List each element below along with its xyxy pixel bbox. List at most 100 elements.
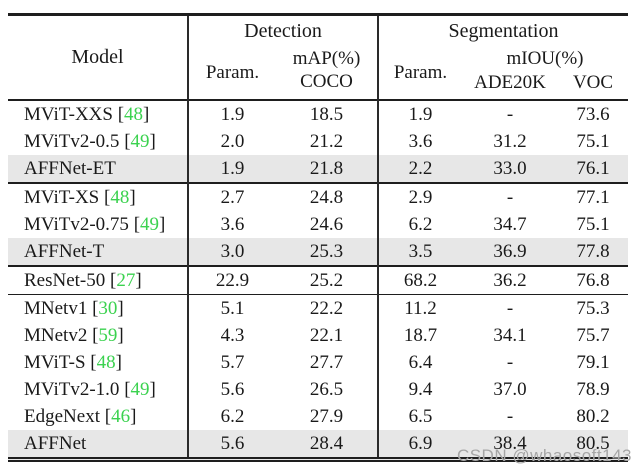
seg-param-cell: 1.9 bbox=[377, 100, 462, 128]
model-cell: AFFNet-T bbox=[8, 238, 188, 266]
model-cell: AFFNet-ET bbox=[8, 155, 188, 183]
citation-number: 49 bbox=[140, 213, 160, 235]
ade20k-cell: - bbox=[506, 297, 514, 319]
model-name: MNetv2 bbox=[24, 324, 88, 346]
citation-open-bracket: [ bbox=[90, 351, 97, 373]
ade20k-cell: 31.2 bbox=[493, 130, 527, 152]
citation-number: 30 bbox=[98, 297, 118, 319]
ade20k-cell: 34.7 bbox=[493, 213, 527, 235]
model-name: AFFNet-T bbox=[24, 240, 105, 262]
model-name: AFFNet-ET bbox=[24, 157, 116, 179]
model-cell: EdgeNext [46] bbox=[8, 403, 188, 430]
header-model: Model bbox=[71, 46, 124, 68]
det-map-coco-cell: 25.2 bbox=[309, 269, 344, 291]
voc-cell: 75.1 bbox=[576, 213, 610, 235]
det-map-coco-cell: 18.5 bbox=[309, 103, 344, 125]
citation-close-bracket: ] bbox=[149, 130, 156, 152]
det-param-cell: 2.0 bbox=[187, 128, 276, 155]
voc-cell: 80.5 bbox=[558, 430, 628, 460]
citation-open-bracket: [ bbox=[124, 378, 131, 400]
det-param-cell: 1.9 bbox=[187, 100, 276, 128]
seg-param-cell: 11.2 bbox=[377, 294, 462, 322]
model-cell: AFFNet bbox=[8, 430, 188, 460]
table-row: MViT-S [48] 5.7 27.7 6.4-79.1 bbox=[8, 349, 628, 376]
model-name: MViTv2-0.5 bbox=[24, 130, 120, 152]
table-row: MViTv2-0.5 [49] 2.0 21.2 3.6 31.2 75.1 bbox=[8, 128, 628, 155]
table-row: MNetv2 [59] 4.3 22.1 18.7 34.1 75.7 bbox=[8, 322, 628, 349]
citation-number: 27 bbox=[116, 269, 136, 291]
det-map-coco-cell: 24.8 bbox=[309, 186, 344, 208]
ade20k-cell: 36.2 bbox=[493, 269, 527, 291]
table-row: AFFNet 5.6 28.4 6.9 38.4 80.5 bbox=[8, 430, 628, 460]
det-map-coco-cell: 21.2 bbox=[309, 130, 344, 152]
model-name: MViTv2-0.75 bbox=[24, 213, 129, 235]
seg-param-cell: 3.5 bbox=[377, 238, 462, 266]
table-row: MViT-XS [48] 2.7 24.8 2.9-77.1 bbox=[8, 183, 628, 211]
header-ade20k: ADE20K bbox=[474, 72, 546, 93]
seg-param-cell: 6.2 bbox=[377, 211, 462, 238]
det-map-coco-cell: 27.7 bbox=[309, 351, 344, 373]
table-row: MNetv1 [30] 5.1 22.2 11.2-75.3 bbox=[8, 294, 628, 322]
seg-param-cell: 2.2 bbox=[377, 155, 462, 183]
det-map-coco-cell: 25.3 bbox=[276, 238, 378, 266]
table-row: ResNet-50 [27] 22.9 25.2 68.2 36.2 76.8 bbox=[8, 266, 628, 295]
citation-close-bracket: ] bbox=[143, 103, 150, 125]
table-group: ResNet-50 [27] 22.9 25.2 68.2 36.2 76.8 bbox=[8, 266, 628, 295]
model-name: MViT-XS bbox=[24, 186, 100, 208]
model-name: AFFNet bbox=[24, 432, 87, 454]
model-cell: MViTv2-0.75 [49] bbox=[8, 211, 188, 238]
results-table: Model Detection Segmentation Param. mAP(… bbox=[8, 13, 628, 462]
citation-close-bracket: ] bbox=[115, 351, 122, 373]
header-detection-param: Param. bbox=[187, 46, 276, 100]
table-group: MNetv1 [30] 5.1 22.2 11.2-75.3 MNetv2 [59] 4.… bbox=[8, 294, 628, 460]
citation-number: 49 bbox=[130, 378, 150, 400]
seg-param-cell: 6.9 bbox=[377, 430, 462, 460]
citation-open-bracket: [ bbox=[92, 324, 99, 346]
ade20k-cell: 33.0 bbox=[462, 155, 558, 183]
citation-open-bracket: [ bbox=[110, 269, 117, 291]
seg-param-cell: 2.9 bbox=[377, 183, 462, 211]
voc-cell: 77.1 bbox=[576, 186, 610, 208]
citation-number: 48 bbox=[124, 103, 144, 125]
table-row: EdgeNext [46] 6.2 27.9 6.5-80.2 bbox=[8, 403, 628, 430]
table-header: Model Detection Segmentation Param. mAP(… bbox=[8, 14, 628, 100]
model-name: EdgeNext bbox=[24, 405, 100, 427]
watermark: CSDN @whaosoft143 bbox=[456, 446, 632, 465]
model-cell: MNetv2 [59] bbox=[8, 322, 188, 349]
det-map-coco-cell: 22.2 bbox=[309, 297, 344, 319]
voc-cell: 75.1 bbox=[576, 130, 610, 152]
det-param-cell: 3.6 bbox=[187, 211, 276, 238]
ade20k-cell: - bbox=[506, 405, 514, 427]
header-segmentation-param: Param. bbox=[377, 46, 462, 100]
voc-cell: 78.9 bbox=[576, 378, 610, 400]
ade20k-cell: 37.0 bbox=[493, 378, 527, 400]
det-param-cell: 4.3 bbox=[187, 322, 276, 349]
citation-close-bracket: ] bbox=[117, 324, 124, 346]
model-cell: MViT-S [48] bbox=[8, 349, 188, 376]
table-row: AFFNet-T 3.0 25.3 3.5 36.9 77.8 bbox=[8, 238, 628, 266]
seg-param-cell: 6.4 bbox=[377, 349, 462, 376]
ade20k-cell: 38.4 bbox=[462, 430, 558, 460]
table-row: AFFNet-ET 1.9 21.8 2.2 33.0 76.1 bbox=[8, 155, 628, 183]
ade20k-cell: 36.9 bbox=[462, 238, 558, 266]
citation-open-bracket: [ bbox=[104, 405, 112, 427]
ade20k-cell: - bbox=[506, 186, 514, 208]
voc-cell: 75.7 bbox=[576, 324, 610, 346]
seg-param-cell: 68.2 bbox=[377, 266, 462, 295]
citation-open-bracket: [ bbox=[133, 213, 141, 235]
seg-param-cell: 9.4 bbox=[377, 376, 462, 403]
det-param-cell: 22.9 bbox=[187, 266, 276, 295]
model-name: ResNet-50 bbox=[24, 269, 106, 291]
model-name: MViTv2-1.0 bbox=[24, 378, 120, 400]
det-map-coco-cell: 22.1 bbox=[309, 324, 344, 346]
seg-param-cell: 18.7 bbox=[377, 322, 462, 349]
det-map-coco-cell: 24.6 bbox=[309, 213, 344, 235]
det-map-coco-cell: 26.5 bbox=[309, 378, 344, 400]
table-group: MViT-XXS [48] 1.9 18.5 1.9-73.6 MViTv2-0.5 [… bbox=[8, 100, 628, 183]
citation-number: 46 bbox=[111, 405, 131, 427]
det-param-cell: 5.1 bbox=[187, 294, 276, 322]
det-param-cell: 5.6 bbox=[187, 430, 276, 460]
det-param-cell: 6.2 bbox=[187, 403, 276, 430]
voc-cell: 76.1 bbox=[558, 155, 628, 183]
ade20k-cell: 34.1 bbox=[493, 324, 527, 346]
